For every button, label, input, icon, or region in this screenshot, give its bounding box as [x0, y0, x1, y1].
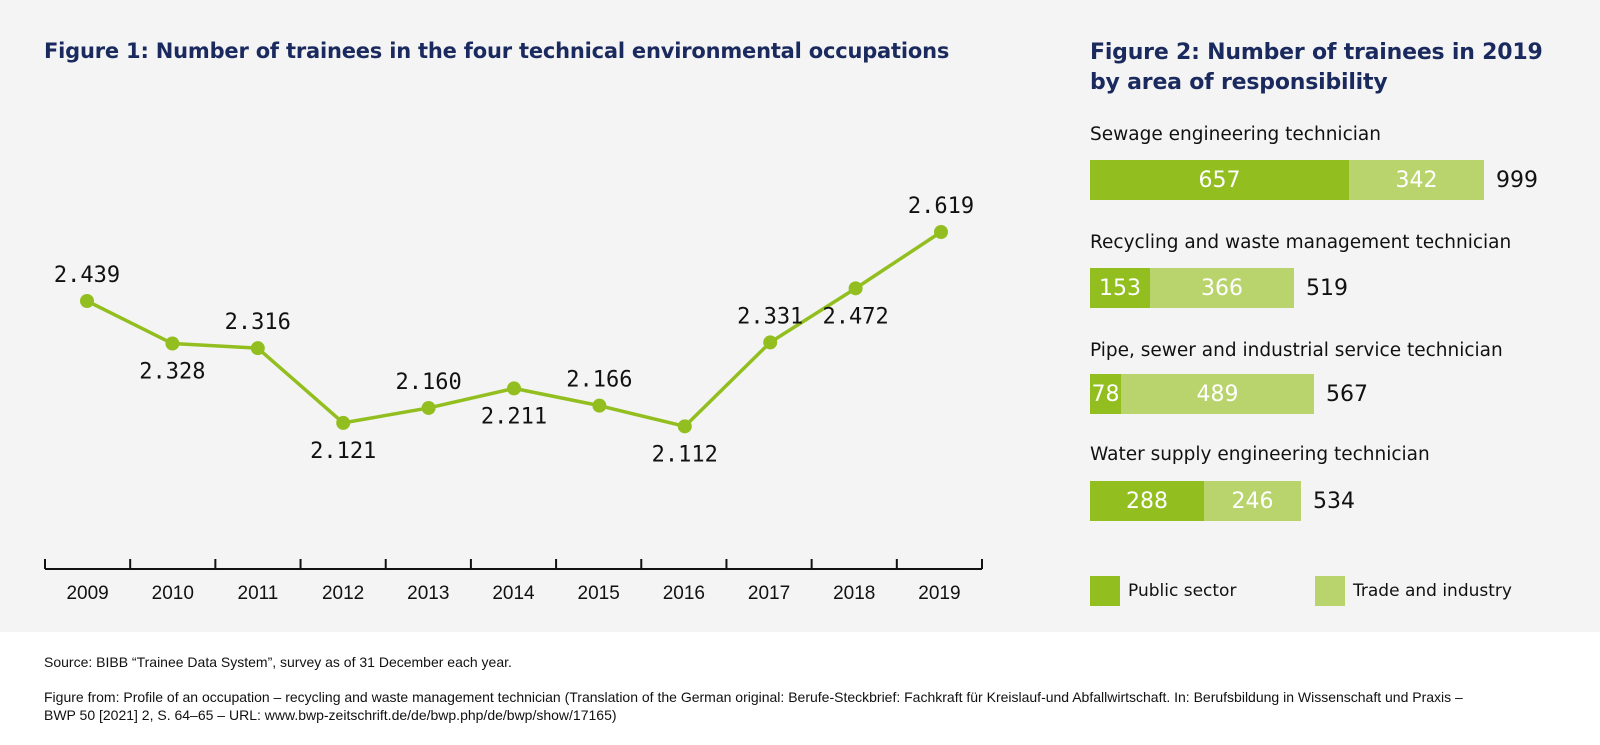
figure1-title: Figure 1: Number of trainees in the four… [44, 39, 950, 63]
data-point-2011 [250, 341, 265, 356]
data-point-2013 [421, 400, 436, 415]
x-tick-label: 2010 [152, 583, 194, 604]
data-point-2012 [336, 415, 351, 430]
data-label-2011: 2.316 [225, 310, 291, 335]
x-tick-label: 2013 [407, 583, 449, 604]
citation-line-1: Figure from: Profile of an occupation – … [44, 689, 1463, 705]
bar-segment-public-sector: 78 [1090, 374, 1121, 414]
x-tick-label: 2009 [66, 583, 108, 604]
x-tick-label: 2015 [578, 583, 620, 604]
trainees-line [86, 230, 942, 429]
legend-label-trade: Trade and industry [1353, 581, 1512, 601]
legend-swatch-public [1090, 576, 1120, 606]
bar-segment-trade-industry: 366 [1150, 268, 1294, 308]
data-label-2014: 2.211 [481, 404, 547, 429]
bar-total: 567 [1326, 381, 1368, 407]
source-note: Source: BIBB “Trainee Data System”, surv… [44, 654, 512, 670]
bar-total: 519 [1306, 275, 1348, 301]
series-line [86, 230, 942, 429]
x-tick-label: 2014 [492, 583, 535, 604]
data-point-2014 [507, 381, 521, 396]
line-chart: 2009 2010 2011 2012 2013 2014 2015 2016 2017 2018… [44, 194, 983, 604]
legend-swatch-trade [1315, 576, 1345, 606]
data-label-2019: 2.619 [908, 194, 974, 219]
bar-segment-public-sector: 657 [1090, 160, 1349, 200]
data-point-2010 [165, 336, 180, 351]
data-labels: 2.439 2.328 2.316 2.121 2.160 2.211 2.166 2.112… [54, 194, 974, 467]
data-label-2016: 2.112 [652, 442, 718, 467]
data-point-2009 [80, 294, 94, 308]
category-label: Sewage engineering technician [1090, 124, 1381, 145]
citation-line-2: BWP 50 [2021] 2, S. 64–65 – URL: www.bwp… [44, 707, 617, 723]
chart-panel [0, 0, 1600, 632]
x-tick-label: 2011 [238, 583, 279, 604]
bar-total: 534 [1313, 488, 1355, 514]
data-label-2010: 2.328 [139, 360, 205, 385]
bar-segment-public-sector: 153 [1090, 268, 1150, 308]
data-point-2015 [592, 398, 607, 413]
legend-public-sector: Public sector [1090, 576, 1236, 606]
data-label-2018: 2.472 [822, 304, 888, 329]
bar-segment-trade-industry: 246 [1204, 481, 1301, 521]
bar-segment-trade-industry: 489 [1121, 374, 1314, 414]
bar-segment-public-sector: 288 [1090, 481, 1204, 521]
data-label-2009: 2.439 [54, 263, 120, 288]
bar-row: 657 342 999 [1090, 160, 1538, 200]
x-tick-label: 2012 [322, 583, 364, 604]
figure2-title: Figure 2: Number of trainees in 2019 by … [1090, 40, 1543, 95]
legend-trade-industry: Trade and industry [1315, 576, 1512, 606]
legend-label-public: Public sector [1128, 581, 1237, 601]
bar-row: 78 489 567 [1090, 374, 1368, 414]
category-label: Pipe, sewer and industrial service techn… [1090, 340, 1503, 361]
x-tick-label: 2019 [918, 583, 960, 604]
x-tick-label: 2018 [833, 583, 875, 604]
category-label: Water supply engineering technician [1090, 444, 1430, 465]
data-label-2012: 2.121 [310, 439, 376, 464]
data-point-2016 [677, 419, 692, 434]
category-label: Recycling and waste management technicia… [1090, 232, 1512, 253]
x-tick-label: 2017 [748, 583, 790, 604]
data-label-2013: 2.160 [395, 370, 461, 395]
bar-total: 999 [1496, 167, 1538, 193]
bar-row: 288 246 534 [1090, 481, 1355, 521]
x-axis: 2009 2010 2011 2012 2013 2014 2015 2016 2017 2018… [44, 559, 983, 604]
x-tick-label: 2016 [663, 583, 705, 604]
data-point-2019 [934, 225, 948, 239]
data-point-2018 [848, 281, 863, 296]
data-point-2017 [763, 335, 778, 350]
data-points [80, 225, 948, 434]
data-label-2015: 2.166 [566, 368, 632, 393]
bar-segment-trade-industry: 342 [1349, 160, 1484, 200]
bar-row: 153 366 519 [1090, 268, 1348, 308]
data-label-2017: 2.331 [737, 304, 803, 329]
